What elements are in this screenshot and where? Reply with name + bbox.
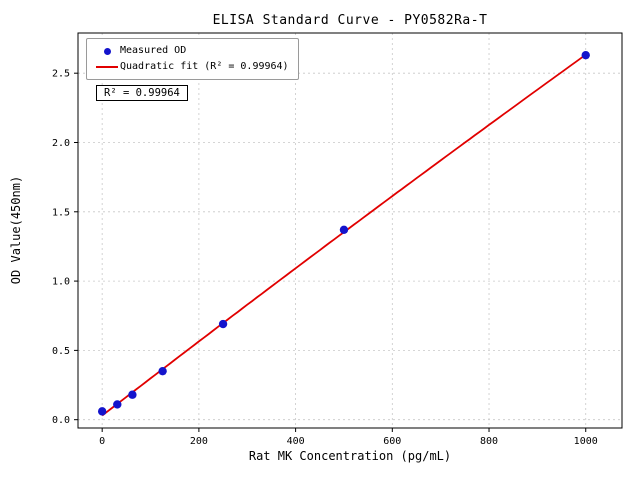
x-tick-label: 600: [383, 436, 401, 447]
axes-frame: [77, 32, 623, 429]
x-tick-label: 400: [287, 436, 305, 447]
y-tick-label: 1.5: [52, 207, 70, 218]
legend-entry-fit: Quadratic fit (R² = 0.99964): [94, 59, 289, 75]
y-tick-label: 0.0: [52, 415, 70, 426]
legend-label-measured: Measured OD: [120, 45, 187, 56]
y-tick-label: 0.5: [52, 346, 70, 357]
x-tick-label: 200: [190, 436, 208, 447]
legend: Measured OD Quadratic fit (R² = 0.99964): [86, 38, 299, 80]
quadratic-fit-line: [101, 53, 587, 417]
y-tick-label: 1.0: [52, 277, 70, 288]
data-point: [97, 407, 107, 416]
data-point: [128, 390, 137, 399]
legend-entry-measured: Measured OD: [94, 43, 289, 59]
x-axis-label: Rat MK Concentration (pg/mL): [248, 449, 452, 463]
r-squared-annotation: R² = 0.99964: [96, 85, 188, 101]
data-point: [218, 319, 228, 329]
quadratic-fit-line-icon: [96, 66, 118, 68]
x-tick-label: 1000: [574, 436, 598, 447]
data-point: [113, 400, 122, 409]
x-tick-label: 0: [99, 436, 105, 447]
measured-od-dot-icon: [103, 47, 111, 55]
legend-label-fit: Quadratic fit (R² = 0.99964): [120, 61, 289, 72]
data-point: [339, 225, 349, 235]
y-tick-label: 2.5: [52, 69, 70, 80]
chart-title: ELISA Standard Curve - PY0582Ra-T: [212, 13, 488, 28]
x-tick-label: 800: [480, 436, 498, 447]
y-axis-label: OD Value(450nm): [9, 175, 23, 285]
y-tick-label: 2.0: [52, 138, 70, 149]
data-point: [158, 366, 167, 376]
data-point: [581, 50, 590, 60]
